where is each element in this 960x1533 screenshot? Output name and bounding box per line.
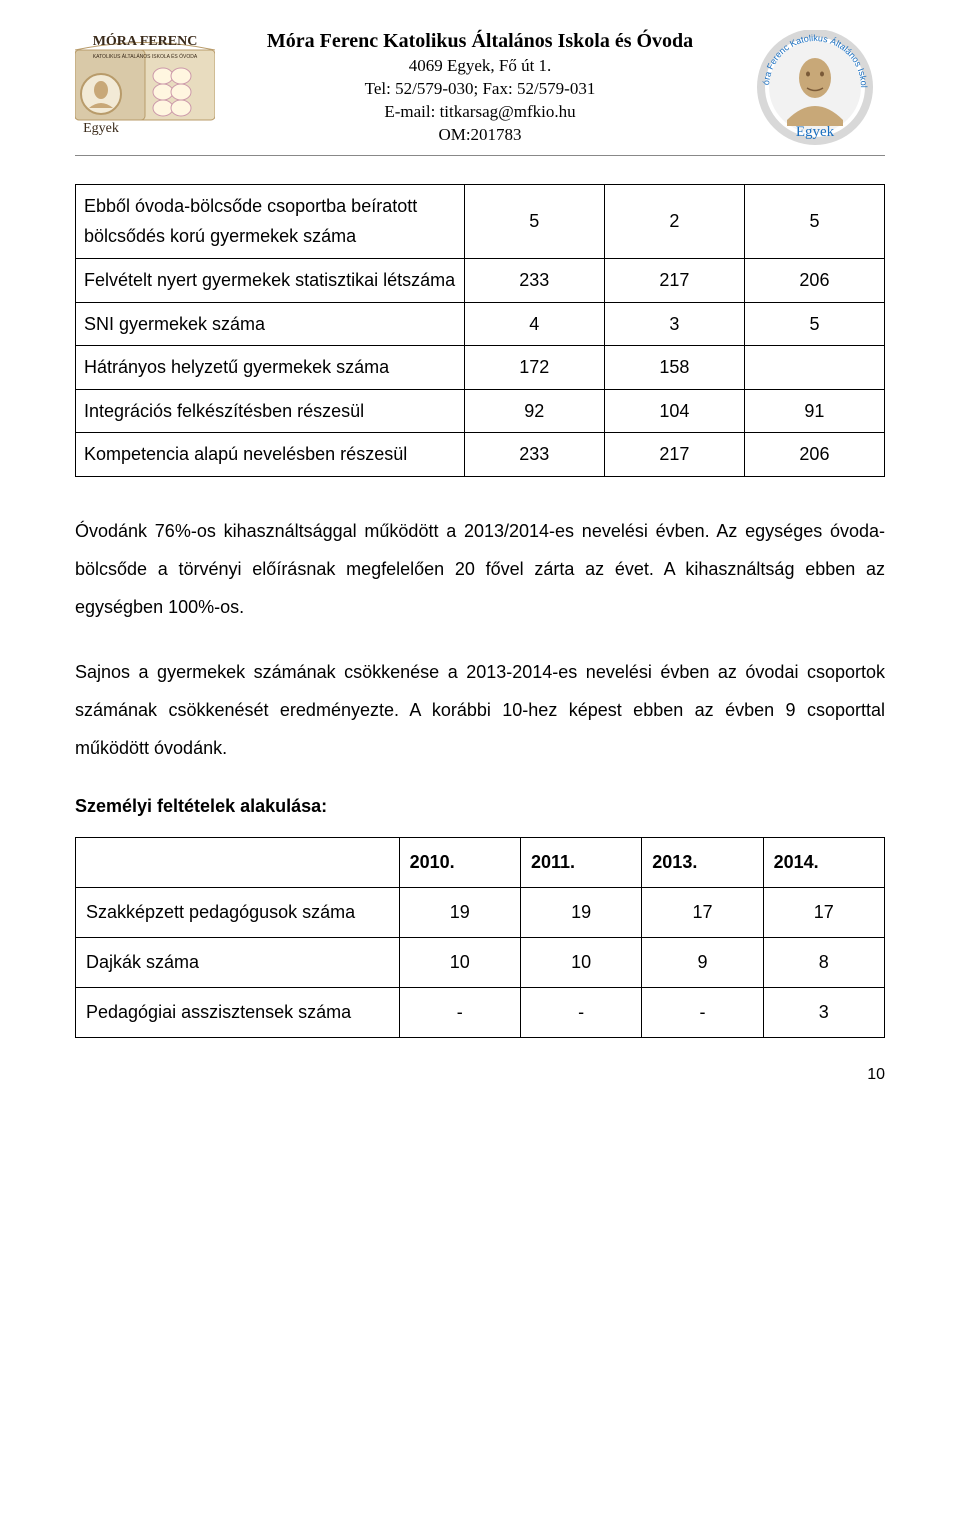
table-row: Pedagógiai asszisztensek száma---3 bbox=[76, 987, 885, 1037]
cell-value: 104 bbox=[604, 389, 744, 433]
school-om: OM:201783 bbox=[223, 124, 737, 147]
column-header: 2013. bbox=[642, 837, 763, 887]
school-name: Móra Ferenc Katolikus Általános Iskola é… bbox=[223, 30, 737, 53]
cell-value: 17 bbox=[642, 887, 763, 937]
svg-text:Egyek: Egyek bbox=[796, 124, 835, 140]
row-label: SNI gyermekek száma bbox=[76, 302, 465, 346]
cell-value: 217 bbox=[604, 258, 744, 302]
cell-value: 19 bbox=[520, 887, 641, 937]
school-email: E-mail: titkarsag@mfkio.hu bbox=[223, 101, 737, 124]
table-row: Szakképzett pedagógusok száma19191717 bbox=[76, 887, 885, 937]
row-label: Hátrányos helyzetű gyermekek száma bbox=[76, 346, 465, 390]
logo-left-title-svg: MÓRA FERENC bbox=[93, 32, 198, 49]
cell-value: - bbox=[399, 987, 520, 1037]
svg-text:Egyek: Egyek bbox=[83, 121, 119, 136]
cell-value: - bbox=[642, 987, 763, 1037]
column-header bbox=[76, 837, 400, 887]
cell-value: 158 bbox=[604, 346, 744, 390]
cell-value bbox=[744, 346, 884, 390]
row-label: Integrációs felkészítésben részesül bbox=[76, 389, 465, 433]
cell-value: 233 bbox=[464, 433, 604, 477]
cell-value: 5 bbox=[464, 184, 604, 258]
paragraph-utilization: Óvodánk 76%-os kihasználtsággal működött… bbox=[75, 513, 885, 626]
table-row: Ebből óvoda-bölcsőde csoportba beíratott… bbox=[76, 184, 885, 258]
cell-value: 217 bbox=[604, 433, 744, 477]
school-telfax: Tel: 52/579-030; Fax: 52/579-031 bbox=[223, 78, 737, 101]
section-heading-personnel: Személyi feltételek alakulása: bbox=[75, 796, 885, 817]
row-label: Dajkák száma bbox=[76, 937, 400, 987]
cell-value: 92 bbox=[464, 389, 604, 433]
cell-value: 206 bbox=[744, 258, 884, 302]
cell-value: 9 bbox=[642, 937, 763, 987]
cell-value: 5 bbox=[744, 302, 884, 346]
row-label: Szakképzett pedagógusok száma bbox=[76, 887, 400, 937]
paragraph-groups: Sajnos a gyermekek számának csökkenése a… bbox=[75, 654, 885, 767]
cell-value: 5 bbox=[744, 184, 884, 258]
page-number: 10 bbox=[75, 1066, 885, 1084]
header-text-block: Móra Ferenc Katolikus Általános Iskola é… bbox=[215, 30, 745, 147]
cell-value: 233 bbox=[464, 258, 604, 302]
column-header: 2011. bbox=[520, 837, 641, 887]
table-header-row: 2010.2011.2013.2014. bbox=[76, 837, 885, 887]
personnel-table: 2010.2011.2013.2014.Szakképzett pedagógu… bbox=[75, 837, 885, 1038]
cell-value: 17 bbox=[763, 887, 884, 937]
school-logo-right: Móra Ferenc Katolikus Általános Iskola E… bbox=[745, 30, 885, 145]
table-row: Hátrányos helyzetű gyermekek száma172158 bbox=[76, 346, 885, 390]
cell-value: 19 bbox=[399, 887, 520, 937]
cell-value: - bbox=[520, 987, 641, 1037]
row-label: Pedagógiai asszisztensek száma bbox=[76, 987, 400, 1037]
cell-value: 172 bbox=[464, 346, 604, 390]
school-address: 4069 Egyek, Fő út 1. bbox=[223, 55, 737, 78]
svg-text:KATOLIKUS ÁLTALÁNOS ISKOLA ÉS: KATOLIKUS ÁLTALÁNOS ISKOLA ÉS ÓVODA bbox=[93, 53, 198, 60]
page-header: MÓRA FERENC KATOLIKUS ÁLTALÁNOS ISKOLA É… bbox=[75, 30, 885, 156]
table-row: Integrációs felkészítésben részesül92104… bbox=[76, 389, 885, 433]
row-label: Felvételt nyert gyermekek statisztikai l… bbox=[76, 258, 465, 302]
cell-value: 206 bbox=[744, 433, 884, 477]
cell-value: 91 bbox=[744, 389, 884, 433]
cell-value: 10 bbox=[399, 937, 520, 987]
school-logo-left: MÓRA FERENC KATOLIKUS ÁLTALÁNOS ISKOLA É… bbox=[75, 30, 215, 145]
table-row: Kompetencia alapú nevelésben részesül233… bbox=[76, 433, 885, 477]
column-header: 2014. bbox=[763, 837, 884, 887]
table-row: SNI gyermekek száma435 bbox=[76, 302, 885, 346]
row-label: Kompetencia alapú nevelésben részesül bbox=[76, 433, 465, 477]
row-label: Ebből óvoda-bölcsőde csoportba beíratott… bbox=[76, 184, 465, 258]
statistics-table: Ebből óvoda-bölcsőde csoportba beíratott… bbox=[75, 184, 885, 477]
table-row: Felvételt nyert gyermekek statisztikai l… bbox=[76, 258, 885, 302]
cell-value: 10 bbox=[520, 937, 641, 987]
cell-value: 3 bbox=[604, 302, 744, 346]
column-header: 2010. bbox=[399, 837, 520, 887]
cell-value: 2 bbox=[604, 184, 744, 258]
cell-value: 4 bbox=[464, 302, 604, 346]
table-row: Dajkák száma101098 bbox=[76, 937, 885, 987]
cell-value: 3 bbox=[763, 987, 884, 1037]
cell-value: 8 bbox=[763, 937, 884, 987]
